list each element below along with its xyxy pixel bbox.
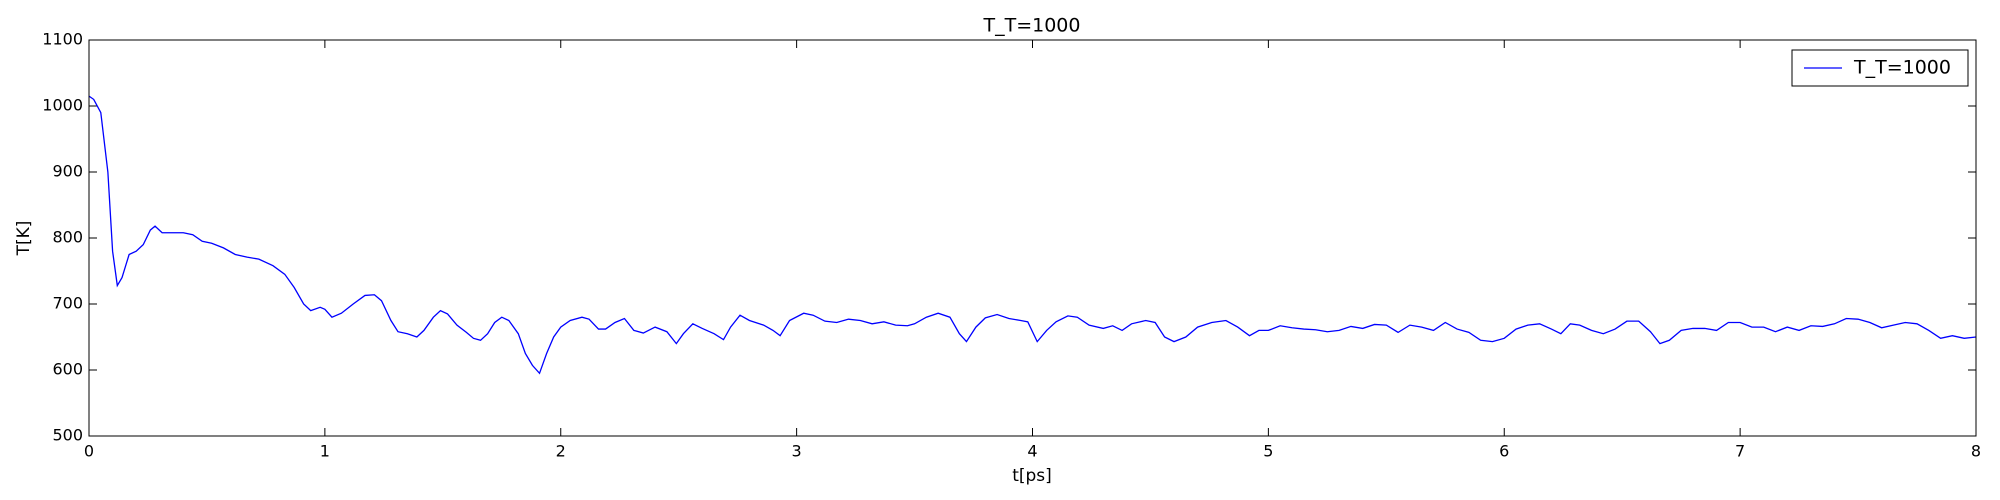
y-tick-label: 700 — [52, 294, 83, 313]
y-tick-label: 900 — [52, 162, 83, 181]
legend-label: T_T=1000 — [1853, 57, 1951, 79]
x-tick-label: 1 — [320, 442, 330, 461]
y-tick-label: 500 — [52, 426, 83, 445]
y-axis-label: T[K] — [14, 221, 34, 257]
x-tick-label: 5 — [1263, 442, 1273, 461]
x-tick-label: 3 — [792, 442, 802, 461]
chart-title: T_T=1000 — [983, 15, 1081, 37]
x-tick-label: 6 — [1499, 442, 1509, 461]
x-tick-label: 0 — [84, 442, 94, 461]
y-tick-label: 1000 — [42, 96, 83, 115]
x-tick-label: 4 — [1027, 442, 1037, 461]
y-tick-label: 600 — [52, 360, 83, 379]
plot-frame — [88, 39, 1977, 437]
x-tick-label: 7 — [1735, 442, 1745, 461]
x-tick-label: 2 — [556, 442, 566, 461]
y-tick-label: 800 — [52, 228, 83, 247]
x-tick-label: 8 — [1971, 442, 1981, 461]
y-tick-label: 1100 — [42, 30, 83, 49]
data-line — [88, 95, 1977, 375]
x-axis-label: t[ps] — [1012, 466, 1052, 486]
